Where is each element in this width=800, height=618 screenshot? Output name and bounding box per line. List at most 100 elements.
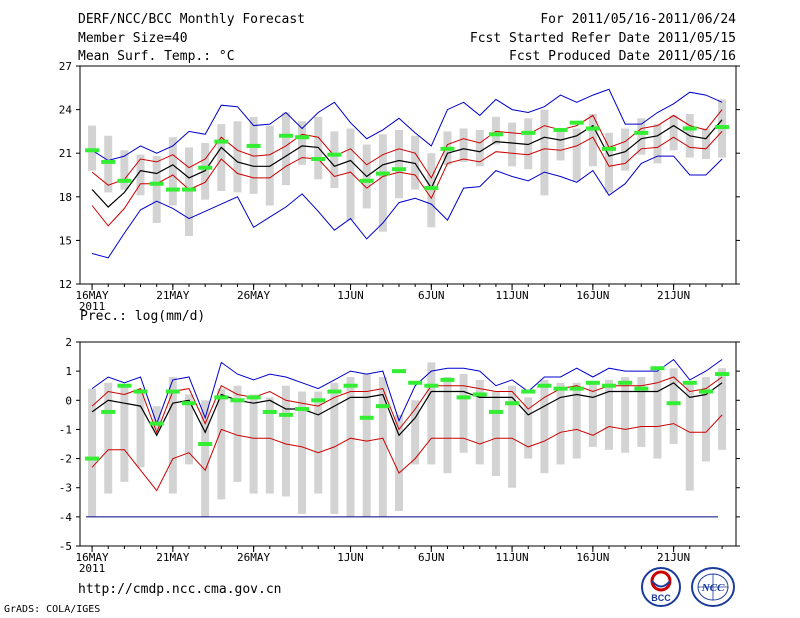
- obs-marker: [214, 395, 229, 400]
- spread-box: [395, 414, 404, 512]
- spread-box: [281, 112, 290, 186]
- obs-marker: [165, 389, 180, 394]
- envelope-max-line: [91, 358, 723, 426]
- obs-marker: [230, 398, 245, 403]
- x-tick-label: 21JUN: [657, 289, 690, 302]
- obs-marker: [327, 152, 342, 157]
- y-tick-label: 15: [59, 234, 72, 247]
- forecast-period: For 2011/05/16-2011/06/24: [540, 12, 736, 27]
- spread-box: [443, 376, 452, 474]
- envelope-min-line: [91, 88, 723, 162]
- variable-label: Mean Surf. Temp.: °C: [78, 49, 235, 64]
- spread-box: [298, 391, 307, 514]
- grads-credit: GrADS: COLA/IGES: [4, 604, 101, 615]
- obs-marker: [246, 143, 261, 148]
- x-tick-label: 1JUN: [337, 289, 364, 302]
- x-tick-label: 21JUN: [657, 551, 690, 564]
- obs-marker: [472, 392, 487, 397]
- obs-marker: [602, 383, 617, 388]
- y-tick-label: 0: [65, 394, 72, 407]
- spread-box: [605, 132, 614, 193]
- spread-box: [233, 121, 242, 193]
- y-tick-label: -4: [59, 511, 73, 524]
- spread-box: [136, 388, 145, 468]
- spread-box: [104, 135, 113, 193]
- obs-marker: [682, 380, 697, 385]
- spread-box: [588, 382, 597, 447]
- spread-box: [233, 385, 242, 482]
- spread-box: [201, 400, 210, 517]
- obs-marker: [569, 120, 584, 125]
- x-tick-label: 16MAY: [76, 289, 109, 302]
- obs-marker: [488, 409, 503, 414]
- obs-marker: [634, 130, 649, 135]
- y-tick-label: -2: [59, 453, 72, 466]
- x-tick-year-label: 2011: [79, 300, 106, 313]
- ensemble-mean-line: [91, 119, 723, 208]
- obs-marker: [408, 380, 423, 385]
- spread-box: [459, 374, 468, 453]
- obs-marker: [375, 404, 390, 409]
- obs-marker: [149, 181, 164, 186]
- x-tick-label: 16JUN: [576, 289, 609, 302]
- y-tick-label: 2: [65, 336, 72, 349]
- y-tick-label: -5: [59, 540, 72, 553]
- obs-marker: [602, 146, 617, 151]
- spread-box: [475, 129, 484, 167]
- spread-box: [508, 385, 517, 488]
- spread-box: [217, 124, 226, 191]
- obs-marker: [505, 401, 520, 406]
- spread-box: [265, 397, 274, 494]
- spread-lower-line: [91, 414, 723, 492]
- obs-marker: [182, 401, 197, 406]
- obs-marker: [698, 389, 713, 394]
- spread-box: [330, 131, 339, 189]
- spread-box: [249, 116, 258, 194]
- spread-box: [136, 154, 145, 196]
- obs-marker: [424, 186, 439, 191]
- obs-marker: [133, 389, 148, 394]
- spread-box: [168, 137, 177, 206]
- y-tick-label: -3: [59, 482, 72, 495]
- spread-upper-line: [91, 109, 723, 186]
- spread-box: [120, 150, 129, 190]
- spread-box: [411, 135, 420, 190]
- spread-box: [378, 376, 387, 517]
- obs-marker: [392, 369, 407, 374]
- spread-box: [168, 376, 177, 494]
- x-tick-label: 11JUN: [496, 551, 529, 564]
- obs-marker: [214, 139, 229, 144]
- spread-box: [540, 379, 549, 474]
- spread-box: [588, 113, 597, 167]
- spread-box: [427, 362, 436, 465]
- spread-box: [346, 376, 355, 517]
- x-tick-label: 11JUN: [496, 289, 529, 302]
- obs-marker: [182, 187, 197, 192]
- spread-box: [378, 134, 387, 232]
- obs-marker: [343, 383, 358, 388]
- spread-box: [540, 109, 549, 196]
- obs-marker: [682, 126, 697, 131]
- spread-box: [330, 382, 339, 514]
- x-tick-label: 6JUN: [418, 289, 445, 302]
- obs-marker: [262, 409, 277, 414]
- obs-marker: [585, 380, 600, 385]
- spread-box: [556, 382, 565, 465]
- spread-box: [556, 131, 565, 161]
- x-tick-label: 26MAY: [237, 551, 270, 564]
- obs-marker: [666, 401, 681, 406]
- bcc-logo-text: BCC: [651, 593, 671, 603]
- spread-upper-line: [91, 376, 723, 434]
- source-url[interactable]: http://cmdp.ncc.cma.gov.cn: [78, 582, 282, 597]
- ncc-logo-text: NCC: [701, 582, 725, 594]
- spread-box: [621, 376, 630, 453]
- spread-box: [491, 391, 500, 477]
- obs-marker: [392, 167, 407, 172]
- spread-box: [249, 394, 258, 494]
- obs-marker: [440, 377, 455, 382]
- spread-box: [152, 156, 161, 223]
- x-tick-label: 16MAY: [76, 551, 109, 564]
- obs-marker: [553, 127, 568, 132]
